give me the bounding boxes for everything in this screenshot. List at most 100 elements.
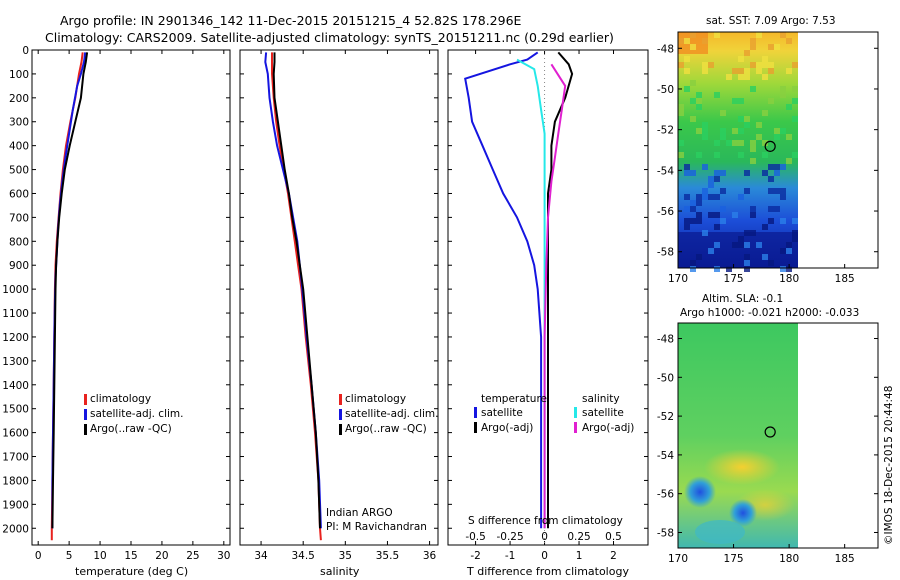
sst-pixel — [774, 188, 780, 194]
sst-pixel — [684, 56, 690, 62]
temperature-xtick-label: 0 — [35, 550, 42, 562]
depth-tick-label: 400 — [9, 141, 29, 153]
sst-pixel — [792, 98, 798, 104]
sst-pixel — [720, 218, 726, 224]
sst-pixel — [786, 38, 792, 44]
sst-ytick-label: -56 — [657, 206, 674, 218]
salinity-legend-climatology: climatology — [345, 393, 406, 405]
sst-ytick-label: -50 — [657, 84, 674, 96]
sst-pixel — [714, 152, 720, 158]
sst-pixel — [720, 110, 726, 116]
sst-pixel — [750, 38, 756, 44]
sst-pixel — [696, 194, 702, 200]
sst-pixel — [696, 128, 702, 134]
legend-swatch — [339, 424, 342, 435]
sst-pixel — [780, 266, 786, 272]
sst-pixel — [774, 164, 780, 170]
sla-ytick-label: -58 — [657, 527, 674, 539]
sst-pixel — [690, 206, 696, 212]
sst-pixel — [708, 212, 714, 218]
temperature-series-argo-raw-qc- — [51, 52, 89, 529]
sla-xtick-label: 170 — [668, 553, 688, 565]
depth-tick-label: 900 — [9, 260, 29, 272]
sst-pixel — [792, 230, 798, 236]
difference-top-tick-label: -0.25 — [496, 531, 523, 543]
sst-pixel — [744, 74, 750, 80]
sst-pixel — [714, 242, 720, 248]
sst-pixel — [744, 122, 750, 128]
imos-stamp: ©IMOS 18-Dec-2015 20:44:48 — [883, 386, 895, 545]
sst-pixel — [726, 266, 732, 272]
difference-xtick-label: 2 — [610, 550, 617, 562]
sst-pixel — [690, 260, 696, 266]
depth-tick-label: 500 — [9, 165, 29, 177]
sst-pixel — [690, 80, 696, 86]
sst-pixel — [780, 92, 786, 98]
sst-ytick-label: -48 — [657, 43, 674, 55]
difference-legend-salinity-title: salinity — [582, 393, 620, 405]
sst-pixel — [684, 38, 690, 44]
sst-pixel — [768, 188, 774, 194]
sst-pixel — [714, 266, 720, 272]
difference-legend-temperature-satellite: satellite — [481, 407, 523, 419]
temperature-legend-satellite: satellite-adj. clim. — [90, 408, 183, 420]
difference-top-tick-label: 0.5 — [605, 531, 622, 543]
sst-pixel — [756, 122, 762, 128]
difference-top-tick-label: 0 — [541, 531, 548, 543]
difference-xtick-label: -1 — [505, 550, 515, 562]
sst-pixel — [714, 176, 720, 182]
temperature-xtick-label: 20 — [155, 550, 168, 562]
difference-series-t-argo-adj- — [547, 51, 574, 529]
sst-pixel — [684, 194, 690, 200]
sst-pixel — [762, 170, 768, 176]
sst-pixel — [762, 140, 768, 146]
sla-map-subtitle: Argo h1000: -0.021 h2000: -0.033 — [680, 307, 859, 319]
sst-ytick-label: -58 — [657, 247, 674, 259]
sla-map-cyan-patch — [695, 520, 745, 544]
sst-pixel — [786, 266, 792, 272]
sst-pixel — [762, 74, 768, 80]
salinity-xtick-label: 36 — [423, 550, 437, 562]
sst-pixel — [702, 230, 708, 236]
temperature-xtick-label: 15 — [124, 550, 137, 562]
salinity-plot-frame — [239, 49, 439, 546]
sst-pixel — [780, 218, 786, 224]
sst-pixel — [786, 248, 792, 254]
sst-pixel — [690, 266, 696, 272]
sst-pixel — [774, 206, 780, 212]
salinity-xtick-label: 35 — [339, 550, 352, 562]
salinity-xtick-label: 34.5 — [291, 550, 314, 562]
temperature-xtick-label: 10 — [93, 550, 106, 562]
sst-pixel — [720, 206, 726, 212]
sst-pixel — [792, 116, 798, 122]
difference-legend-salinity-satellite: satellite — [582, 407, 624, 419]
sla-ytick-label: -52 — [657, 411, 674, 423]
sla-map — [677, 322, 879, 549]
depth-tick-label: 1600 — [2, 428, 29, 440]
sst-pixel — [690, 200, 696, 206]
sst-pixel — [786, 242, 792, 248]
sst-pixel — [708, 194, 714, 200]
sst-pixel — [750, 140, 756, 146]
sla-argo-marker — [764, 426, 776, 438]
temperature-legend-climatology: climatology — [90, 393, 151, 405]
sla-map-title: Altim. SLA: -0.1 — [702, 293, 783, 305]
depth-tick-label: 1800 — [2, 475, 29, 487]
sst-pixel — [702, 68, 708, 74]
sst-pixel — [744, 170, 750, 176]
sst-pixel — [744, 266, 750, 272]
sst-pixel — [786, 158, 792, 164]
sst-pixel — [738, 116, 744, 122]
difference-legend-salinity-argo: Argo(-adj) — [582, 422, 634, 434]
sst-pixel — [720, 134, 726, 140]
sst-pixel — [702, 128, 708, 134]
sst-pixel — [792, 152, 798, 158]
sst-pixel — [750, 62, 756, 68]
sst-pixel — [738, 242, 744, 248]
sst-pixel — [708, 182, 714, 188]
sst-pixel — [750, 158, 756, 164]
sst-pixel — [738, 128, 744, 134]
header-line-2: Climatology: CARS2009. Satellite-adjuste… — [45, 30, 614, 45]
sst-pixel — [714, 170, 720, 176]
sst-xtick-label: 170 — [668, 273, 688, 285]
